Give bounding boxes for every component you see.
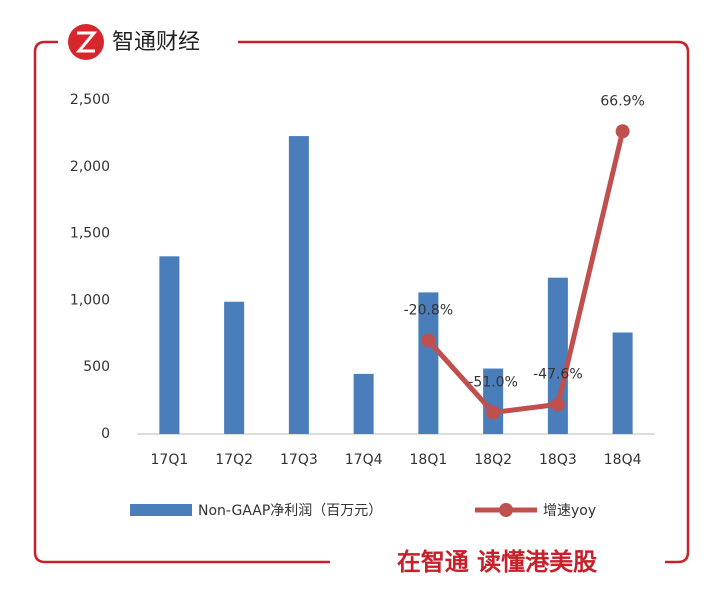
bar <box>547 277 568 434</box>
line-marker <box>615 124 630 139</box>
data-label: -51.0% <box>468 375 518 391</box>
bar <box>612 332 633 434</box>
legend-swatch <box>130 504 192 516</box>
x-tick-label: 17Q1 <box>151 452 189 468</box>
logo-glyph <box>75 31 98 53</box>
line <box>426 130 626 416</box>
line-marker <box>550 397 565 412</box>
y-tick-label: 1,000 <box>70 292 110 308</box>
data-label: 66.9% <box>600 93 644 109</box>
bar <box>418 292 439 434</box>
line-marker <box>486 405 501 420</box>
y-tick-label: 0 <box>101 426 110 442</box>
y-tick-label: 1,500 <box>70 226 110 242</box>
x-tick-label: 17Q4 <box>345 452 383 468</box>
frame <box>33 40 690 564</box>
x-tick-label: 18Q4 <box>604 452 642 468</box>
legend-marker <box>499 503 513 517</box>
x-tick-label: 18Q2 <box>474 452 512 468</box>
y-tick-label: 2,500 <box>70 92 110 108</box>
bar <box>288 136 309 434</box>
x-tick-label: 18Q3 <box>539 452 577 468</box>
y-tick-label: 2,000 <box>70 159 110 175</box>
bar <box>483 368 504 434</box>
x-tick-label: 17Q2 <box>215 452 253 468</box>
x-tick-label: 17Q3 <box>280 452 318 468</box>
bar <box>159 256 180 434</box>
line-marker <box>421 333 436 348</box>
data-label: -47.6% <box>533 366 583 382</box>
bar <box>224 301 245 434</box>
legend-label: Non-GAAP净利润（百万元） <box>198 503 382 519</box>
legend-label: 增速yoy <box>543 503 596 519</box>
x-tick-label: 18Q1 <box>410 452 448 468</box>
y-tick-label: 500 <box>83 359 110 375</box>
data-label: -20.8% <box>404 302 454 318</box>
slogan: 在智通 读懂港美股 <box>397 548 597 576</box>
bar <box>353 373 374 434</box>
brand: 智通财经 <box>112 30 200 55</box>
